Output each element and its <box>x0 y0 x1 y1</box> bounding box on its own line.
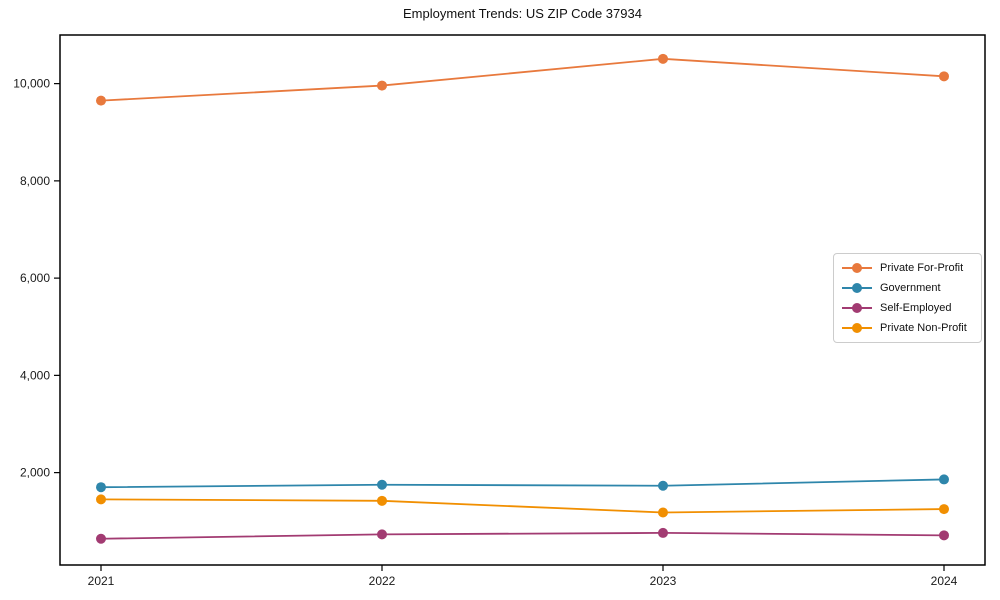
data-point-private-for-profit <box>96 95 106 106</box>
series-line-government <box>100 478 945 489</box>
data-point-private-non-profit <box>939 504 949 515</box>
data-point-private-non-profit <box>658 507 668 518</box>
legend-marker-icon <box>842 302 872 314</box>
legend-label: Private Non-Profit <box>880 322 967 334</box>
data-point-self-employed <box>658 527 668 538</box>
legend-label: Self-Employed <box>880 302 952 314</box>
y-tick-label: 6,000 <box>20 271 50 285</box>
chart-title: Employment Trends: US ZIP Code 37934 <box>403 6 642 21</box>
y-tick-label: 2,000 <box>20 466 50 480</box>
x-tick-label: 2022 <box>369 574 396 588</box>
data-point-private-non-profit <box>96 494 106 505</box>
data-point-self-employed <box>939 530 949 541</box>
y-tick-label: 8,000 <box>20 174 50 188</box>
legend-marker-icon <box>842 282 872 294</box>
legend: Private For-Profit Government Self-Employe… <box>833 253 982 343</box>
x-tick-label: 2021 <box>88 574 115 588</box>
x-tick-label: 2024 <box>931 574 958 588</box>
plot-frame <box>59 34 986 566</box>
data-point-government <box>939 474 949 485</box>
legend-dot-icon <box>852 303 862 313</box>
legend-dot-icon <box>852 323 862 333</box>
y-tick-label: 4,000 <box>20 368 50 382</box>
legend-dot-icon <box>852 283 862 293</box>
legend-label: Government <box>880 282 941 294</box>
legend-item-government: Government <box>842 278 973 298</box>
legend-label: Private For-Profit <box>880 262 964 274</box>
legend-marker-icon <box>842 322 872 334</box>
data-point-self-employed <box>377 529 387 540</box>
series-line-private-non-profit <box>100 498 945 514</box>
legend-item-private-for-profit: Private For-Profit <box>842 258 973 278</box>
series-line-self-employed <box>100 532 945 540</box>
data-point-private-for-profit <box>939 71 949 82</box>
x-tick-label: 2023 <box>650 574 677 588</box>
data-point-government <box>96 482 106 493</box>
data-point-private-for-profit <box>658 53 668 64</box>
legend-item-self-employed: Self-Employed <box>842 298 973 318</box>
series-line-private-for-profit <box>100 57 945 102</box>
data-point-government <box>658 480 668 491</box>
data-point-private-non-profit <box>377 495 387 506</box>
legend-marker-icon <box>842 262 872 274</box>
data-point-self-employed <box>96 533 106 544</box>
legend-item-private-non-profit: Private Non-Profit <box>842 318 973 338</box>
data-point-government <box>377 479 387 490</box>
legend-dot-icon <box>852 263 862 273</box>
y-tick-label: 10,000 <box>13 77 50 91</box>
data-point-private-for-profit <box>377 80 387 91</box>
